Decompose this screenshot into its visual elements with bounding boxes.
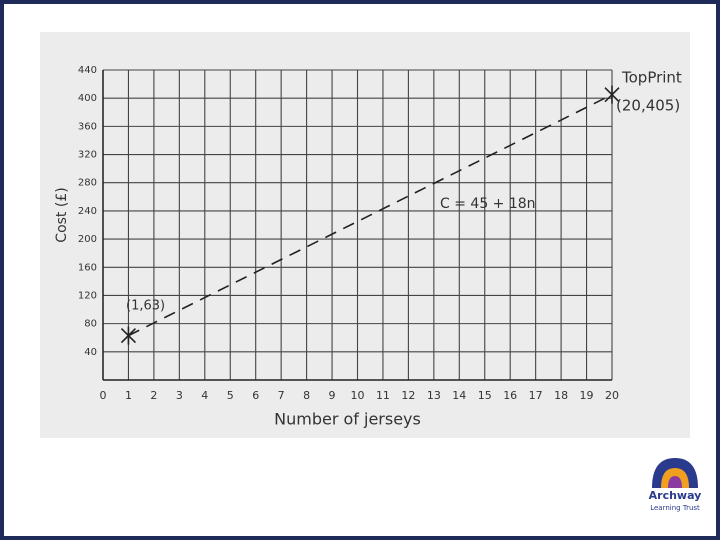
x-tick-label: 15	[478, 389, 492, 402]
point-marker	[120, 326, 137, 345]
x-tick-label: 5	[227, 389, 234, 402]
y-tick-label: 360	[78, 121, 97, 132]
y-tick-label: 400	[78, 93, 97, 104]
logo-name: Archway	[649, 489, 702, 502]
y-tick-label: 240	[78, 206, 97, 217]
y-tick-label: 80	[84, 319, 97, 330]
annotation: (20,405)	[616, 97, 680, 115]
x-tick-label: 1	[125, 389, 132, 402]
x-tick-label: 9	[329, 389, 336, 402]
x-tick-label: 13	[427, 389, 441, 402]
x-tick-label: 6	[252, 389, 259, 402]
x-tick-label: 20	[605, 389, 619, 402]
x-tick-label: 3	[176, 389, 183, 402]
logo-subtitle: Learning Trust	[650, 504, 700, 512]
x-tick-label: 19	[580, 389, 594, 402]
y-tick-label: 200	[78, 234, 97, 245]
y-tick-label: 440	[78, 65, 97, 76]
y-tick-label: 280	[78, 178, 97, 189]
x-tick-label: 18	[554, 389, 568, 402]
y-axis-label: Cost (£)	[54, 187, 70, 242]
x-tick-label: 2	[150, 389, 157, 402]
y-tick-label: 160	[78, 262, 97, 273]
annotation: TopPrint	[621, 69, 682, 87]
annotation: (1,63)	[126, 299, 165, 314]
x-axis-label: Number of jerseys	[274, 410, 421, 429]
x-tick-label: 12	[401, 389, 415, 402]
plot: 0 1 2 3 4 5 6 7 8 9 10 11 12 13 14 15 16 17 18 19 2040801201…	[54, 65, 682, 429]
cost-line	[128, 93, 613, 337]
logo-core	[668, 476, 682, 488]
y-tick-label: 120	[78, 290, 97, 301]
x-tick-label: 17	[529, 389, 543, 402]
x-tick-label: 10	[351, 389, 365, 402]
x-tick-label: 14	[452, 389, 466, 402]
x-tick-label: 0	[100, 389, 107, 402]
x-tick-label: 11	[376, 389, 390, 402]
x-tick-label: 8	[303, 389, 310, 402]
x-tick-label: 16	[503, 389, 517, 402]
point-marker	[604, 85, 620, 104]
x-tick-label: 4	[201, 389, 208, 402]
y-tick-label: 320	[78, 150, 97, 161]
y-tick-label: 40	[84, 347, 97, 358]
x-tick-label: 7	[278, 389, 285, 402]
logo: Archway Learning Trust	[649, 458, 702, 512]
photo-background	[40, 32, 690, 438]
annotation: C = 45 + 18n	[440, 196, 536, 212]
